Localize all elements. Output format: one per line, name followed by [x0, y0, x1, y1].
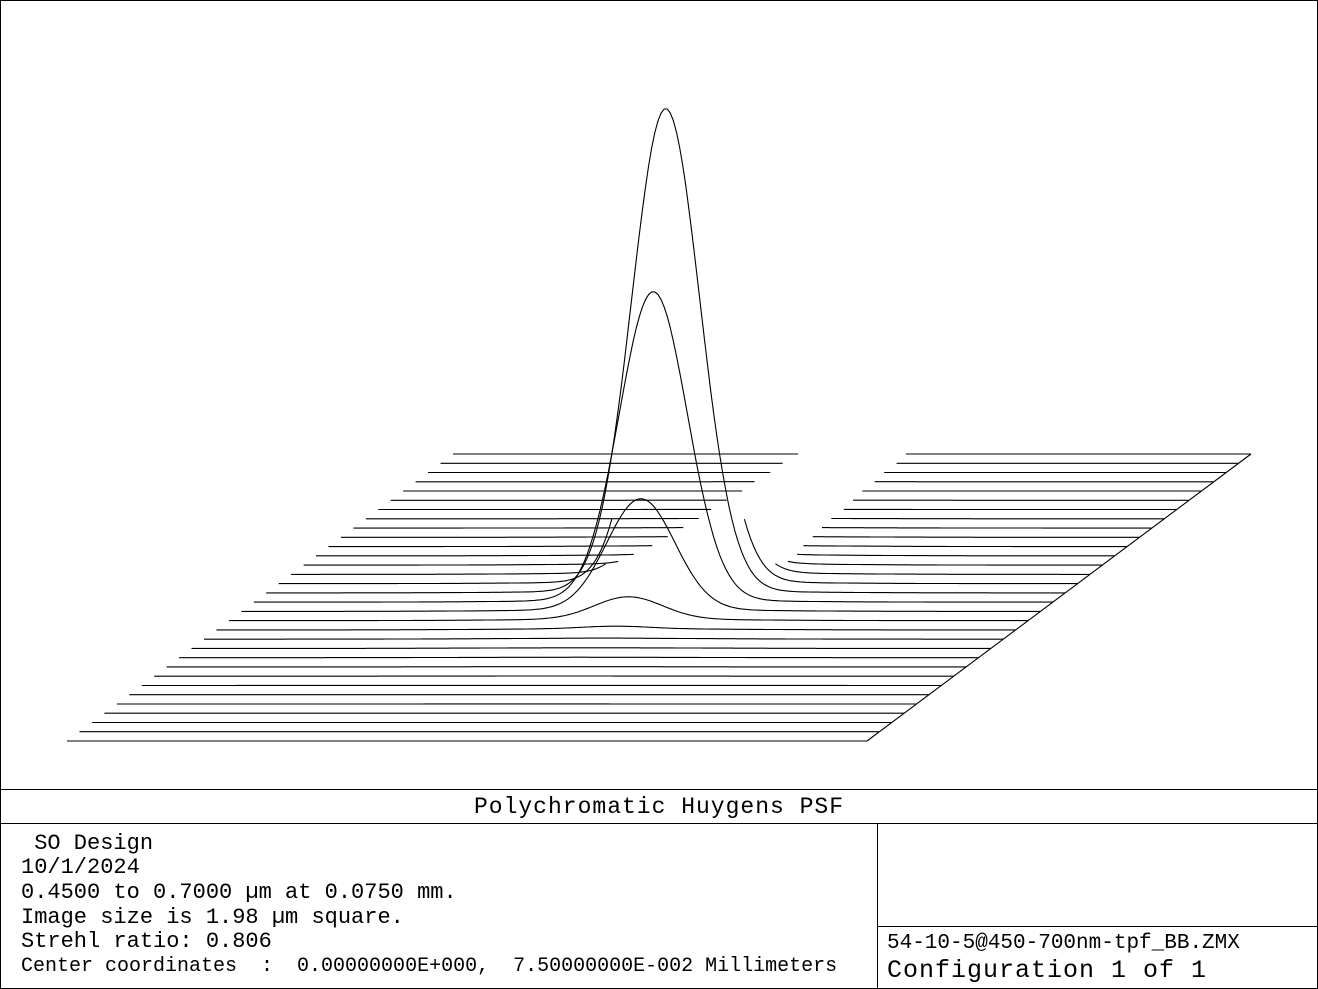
- info-panel: SO Design 10/1/2024 0.4500 to 0.7000 µm …: [1, 824, 878, 988]
- psf-profile-line: [787, 560, 1103, 566]
- psf-profile-line: [353, 527, 684, 529]
- configuration-text: Configuration 1 of 1: [887, 956, 1208, 985]
- wavelength-text: 0.4500 to 0.7000 µm at 0.0750 mm.: [21, 880, 457, 905]
- panel-divider: [878, 926, 1317, 927]
- psf-profile-line: [278, 518, 613, 585]
- psf-profile-line: [328, 545, 653, 548]
- psf-profile-line: [797, 553, 1115, 557]
- strehl-ratio-text: Strehl ratio: 0.806: [21, 929, 272, 954]
- psf-profile-line: [303, 560, 619, 566]
- psf-surface-plot: [67, 108, 1252, 742]
- psf-profile-line: [812, 536, 1140, 538]
- psf-profile-line: [291, 563, 606, 575]
- psf-profile-line: [316, 553, 634, 557]
- psf-profile-line: [204, 637, 1004, 640]
- date-text: 10/1/2024: [21, 855, 140, 880]
- psf-profile-line: [340, 536, 668, 538]
- psf-profile-line: [241, 498, 1041, 612]
- center-coordinates-text: Center coordinates : 0.00000000E+000, 7.…: [21, 955, 838, 978]
- psf-profile-line: [179, 656, 979, 659]
- plot-title: Polychromatic Huygens PSF: [1, 789, 1317, 824]
- psf-profile-line: [253, 291, 1053, 603]
- psf-profile-line: [822, 527, 1152, 529]
- file-name-text: 54-10-5@450-700nm-tpf_BB.ZMX: [887, 932, 1240, 955]
- file-info-panel: 54-10-5@450-700nm-tpf_BB.ZMX Configurati…: [878, 824, 1317, 988]
- design-name: SO Design: [21, 831, 154, 856]
- psf-profile-line: [228, 596, 1028, 622]
- psf-profile-line: [191, 647, 991, 649]
- psf-profile-line: [216, 625, 1016, 631]
- psf-profile-line: [775, 563, 1090, 575]
- psf-plot-area: [1, 1, 1317, 789]
- psf-profile-line: [743, 518, 1078, 585]
- plane-right-edge: [866, 453, 1252, 742]
- psf-profile-line: [803, 545, 1128, 548]
- psf-profile-line: [266, 108, 1066, 594]
- image-size-text: Image size is 1.98 µm square.: [21, 905, 404, 930]
